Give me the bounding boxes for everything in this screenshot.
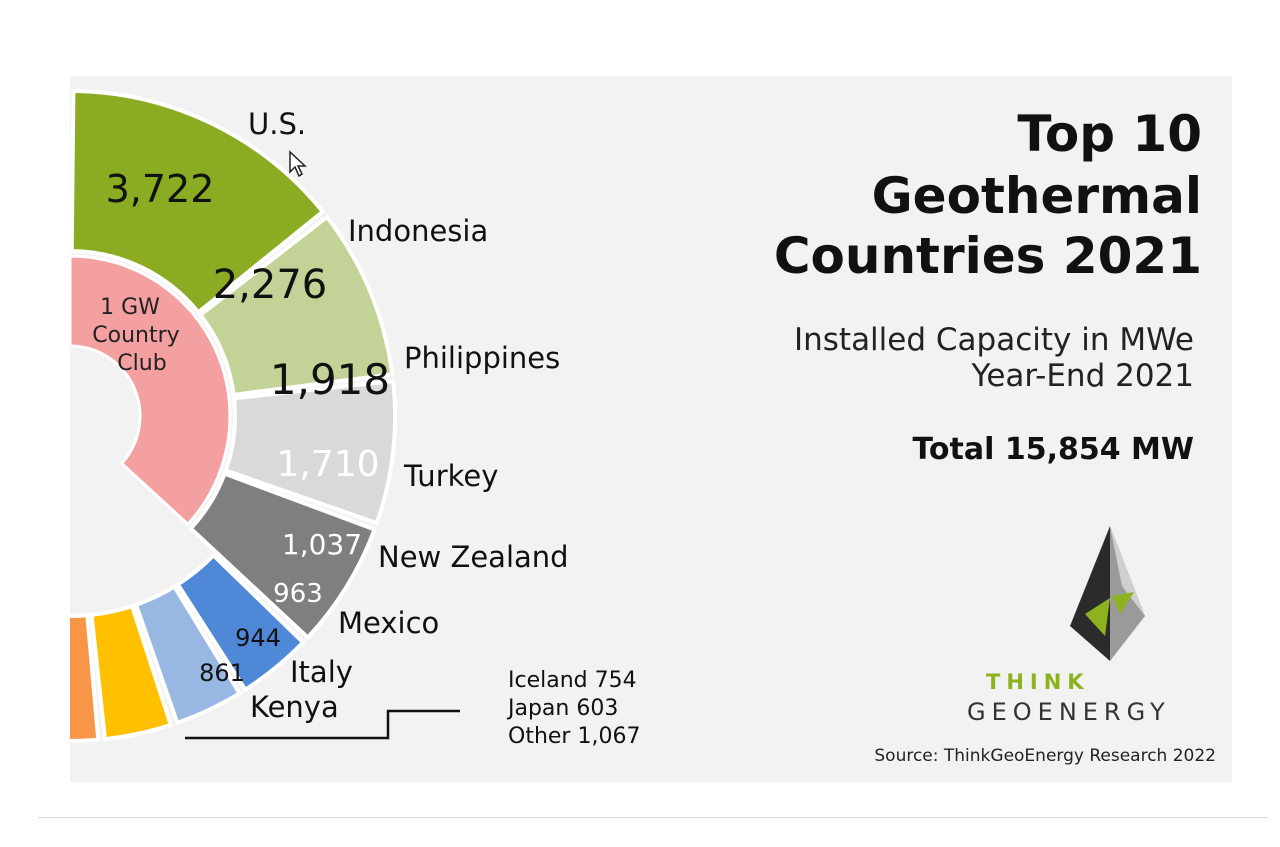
slice-value-label: 963	[273, 579, 323, 609]
slice-u-s-	[70, 88, 326, 316]
inner-group-label: 1 GW	[100, 295, 160, 320]
chart-slide: 1 GW Country Club U.S. 3,722 Indonesia 2,276 Ph…	[70, 76, 1232, 782]
chart-subtitle-line-1: Installed Capacity in MWe	[793, 322, 1194, 358]
chart-title-line-1: Top 10	[1017, 105, 1202, 163]
slice-value-label: 1,710	[276, 444, 379, 485]
chart-title-line-3: Countries 2021	[773, 227, 1202, 285]
slice-label: Mexico	[338, 606, 439, 640]
slice-new-zealand	[175, 552, 306, 693]
slice-label: Philippines	[404, 341, 560, 375]
chart-title-line-2: Geothermal	[871, 167, 1202, 225]
thinkgeoenergy-logo-icon	[1070, 526, 1145, 661]
total-capacity-label: Total 15,854 MW	[912, 432, 1194, 467]
brand-geoenergy-label: GEOENERGY	[967, 698, 1171, 726]
inner-group-wedge	[70, 254, 232, 527]
slice-value-label: 861	[199, 659, 245, 687]
others-list-item: Other 1,067	[508, 724, 641, 749]
slice-turkey	[187, 471, 378, 641]
slice-mexico	[133, 583, 243, 726]
slice-label: U.S.	[248, 107, 306, 141]
inner-group-label: Club	[117, 351, 166, 376]
source-note: Source: ThinkGeoEnergy Research 2022	[874, 746, 1216, 766]
slice-value-label: 944	[235, 624, 281, 652]
chart-subtitle-line-2: Year-End 2021	[971, 358, 1195, 394]
slice-kenya	[70, 613, 101, 743]
slice-label: New Zealand	[378, 540, 569, 574]
slice-label: Turkey	[403, 459, 498, 493]
slice-value-label: 1,037	[282, 528, 362, 561]
mouse-pointer-icon	[289, 150, 307, 178]
slice-value-label: 3,722	[106, 167, 215, 211]
others-list-item: Iceland 754	[508, 668, 637, 693]
slice-label: Kenya	[250, 690, 339, 724]
brand-think-label: THINK	[986, 670, 1090, 694]
others-connector-line	[185, 709, 460, 740]
slice-italy	[89, 603, 174, 742]
slice-value-label: 2,276	[213, 262, 328, 308]
slice-value-label: 1,918	[270, 355, 390, 404]
inner-group-label: Country	[92, 323, 179, 348]
slice-philippines	[223, 378, 397, 526]
donut-chart: 1 GW Country Club U.S. 3,722 Indonesia 2,276 Ph…	[70, 88, 569, 743]
divider	[38, 817, 1268, 818]
slice-label: Indonesia	[348, 214, 488, 248]
slice-label: Italy	[290, 655, 353, 689]
others-list-item: Japan 603	[508, 696, 619, 721]
slice-indonesia	[197, 214, 395, 398]
